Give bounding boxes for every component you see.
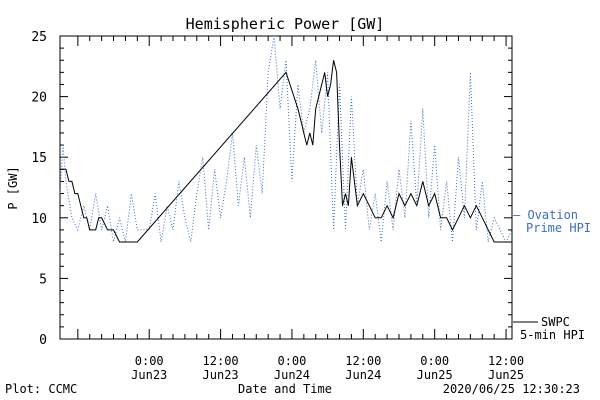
plot-area-frame: [59, 35, 513, 340]
chart-title: Hemispheric Power [GW]: [186, 15, 385, 33]
x-axis-label: Date and Time: [238, 382, 332, 396]
ovation-prime-hpi-line: [59, 35, 513, 244]
legend-ovation-label-line2: Prime HPI: [526, 221, 591, 235]
x-tick-time-label: 0:00: [277, 354, 306, 368]
swpc-hpi-line: [60, 60, 512, 243]
x-tick-date-label: Jun24: [274, 368, 310, 382]
y-axis-ticks: 0 5 10 15 20 25: [31, 30, 512, 348]
y-tick-label: 15: [31, 151, 47, 166]
y-axis-label: P [GW]: [6, 166, 20, 209]
plot-timestamp: 2020/06/25 12:30:23: [443, 382, 580, 396]
x-tick-time-label: 12:00: [345, 354, 381, 368]
y-tick-label: 5: [39, 272, 47, 287]
legend-swpc-label: SWPC: [541, 315, 570, 329]
x-tick-date-label: Jun25: [488, 368, 524, 382]
x-tick-time-label: 0:00: [420, 354, 449, 368]
x-tick-date-label: Jun23: [131, 368, 167, 382]
legend: — Ovation Prime HPI SWPC 5-min HPI: [513, 208, 591, 342]
x-tick-time-label: 0:00: [135, 354, 164, 368]
legend-ovation-label: — Ovation: [513, 208, 578, 222]
plot-credit: Plot: CCMC: [5, 382, 77, 396]
x-tick-time-label: 12:00: [488, 354, 524, 368]
x-tick-time-label: 12:00: [203, 354, 239, 368]
y-tick-label: 25: [31, 30, 47, 45]
y-tick-label: 0: [39, 333, 47, 348]
x-tick-date-label: Jun25: [417, 368, 453, 382]
legend-swpc-label-line2: 5-min HPI: [520, 328, 585, 342]
x-tick-date-label: Jun24: [345, 368, 381, 382]
x-tick-date-label: Jun23: [203, 368, 239, 382]
y-tick-label: 10: [31, 212, 47, 227]
x-axis-ticks: 0:00Jun2312:00Jun230:00Jun2412:00Jun240:…: [77, 36, 524, 382]
series-group: [59, 35, 513, 244]
y-tick-label: 20: [31, 91, 47, 106]
